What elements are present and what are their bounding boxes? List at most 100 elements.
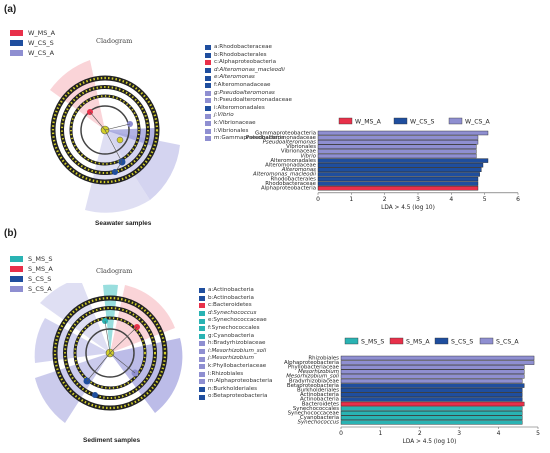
lda-bar [340,415,523,421]
legend-label: S_MS_S [361,339,384,346]
taxa-key-item: b:Actinobacteria [199,295,272,303]
legend-label: S_MS_S [28,255,53,263]
legend-item-w-cs-s: W_CS_S [10,39,54,47]
legend-swatch [10,30,23,36]
tree-branch [114,161,123,173]
cladogram-title: Cladogram [96,37,133,45]
tree-branch [109,326,138,354]
lda-bar [340,397,523,402]
legend-item-s-ms-a: S_MS_A [10,265,53,273]
legend-swatch [10,50,23,56]
taxa-key-item: c:Bacteroidetes [199,302,272,310]
legend-swatch [389,337,404,345]
taxa-key-item: m:Gammaproteobacteria [205,135,292,143]
bar-label: Phyllobacteriaceae [288,365,340,371]
lda-bar [340,383,525,388]
ring-1 [85,328,135,378]
ring-dots-3 [64,307,156,399]
lda-bar [317,163,484,168]
lda-bar [340,401,525,407]
x-tick-label: 2 [383,196,387,203]
legend-label: W_CS_A [465,119,491,126]
taxa-key-item: k:Vibrionaceae [205,120,292,128]
legend-item-s-cs-a: S_CS_A [10,285,52,293]
taxa-key-item: a:Rhodobacteraceae [205,44,292,52]
legend-swatch [10,266,23,272]
lda-bar [317,158,489,163]
taxa-key-item: l:Rhizobiales [199,371,272,379]
legend-label: S_MS_A [28,265,53,273]
legend-item-w-cs-a: W_CS_A [10,49,54,57]
tree-branch [109,352,136,374]
x-tick-label: 5 [483,196,487,203]
legend-label: W_CS_S [28,39,54,47]
taxa-key-item: i:Mesorhizobium_soli [199,348,272,356]
legend-swatch [10,256,23,262]
lda-bar [340,355,535,361]
lda-bar [340,378,523,384]
lda-bar [340,420,523,425]
lda-bar [340,365,525,370]
legend-label: W_CS_A [28,49,55,57]
lda-bar [317,135,479,140]
lda-bar [340,388,523,393]
legend-swatch [10,286,23,292]
bar-label: Synechococcaceae [288,411,340,417]
legend-label: S_CS_A [496,339,519,346]
legend-swatch [10,40,23,46]
taxa-key-item: c:Alphaproteobacteria [205,59,292,67]
bar-label: Vibrionaceae [281,149,317,155]
taxa-key-item: e:Alteromonas [205,74,292,82]
x-tick-label: 6 [516,196,520,203]
taxa-key-item: n:Burkholderiales [199,386,272,394]
clade-sector-actino [35,353,110,423]
legend-item-s-ms-s: S_MS_S [10,255,53,263]
taxa-key-item: h:Bradyrhizobiaceae [199,340,272,348]
x-tick-label: 3 [416,196,420,203]
legend-swatch [10,276,23,282]
lda-bar [340,360,535,365]
legend-swatch [479,337,494,345]
lda-bar [317,167,482,172]
tree-branch [104,123,131,131]
bar-label: Rhizobiales [308,355,339,361]
legend-swatch [338,117,353,125]
x-tick-label: 5 [536,430,540,437]
cladogram-b [34,283,183,423]
legend-swatch [448,117,463,125]
lda-chart-b: S_MS_S S_MS_A S_CS_S S_CS_A RhizobialesAlpha… [284,337,540,445]
taxa-key-item: f:Synechococcales [199,325,272,333]
panel-a-label: (a) [4,4,17,15]
bar-label: Synechococcales [293,406,339,412]
legend-item-s-cs-s: S_CS_S [10,275,51,283]
lda-bar [317,176,479,182]
taxa-key-item: b:Rhodobacterales [205,52,292,60]
legend-swatch [344,337,359,345]
legend-label: S_MS_A [406,339,430,346]
lda-bar [340,392,523,397]
bar-label: Vibrio [300,153,316,159]
tree-branch [89,111,106,131]
taxa-key-item: g:Cyanobacteria [199,333,272,341]
x-tick-label: 3 [457,430,461,437]
lda-bar [340,410,523,416]
bar-label: Mesorhizobium_soli [286,374,339,380]
lda-bar [317,153,477,159]
lda-bar [340,369,525,374]
taxa-key-item: d:Alteromonas_macleodii [205,67,292,75]
x-tick-label: 1 [349,196,353,203]
legend-label: S_CS_S [28,275,52,283]
lda-bar [340,374,525,379]
bar-label: Actinobacteria [300,397,339,403]
bar-label: Mesorhizobium [298,369,339,375]
bar-label: Alphaproteobacteria [261,186,316,192]
bar-label: Vibrionales [286,144,316,150]
cladogram-title: Cladogram [96,267,133,275]
ring-1 [80,105,130,155]
panel-b-label: (b) [4,228,17,239]
taxa-key-item: d:Synechococcus [199,310,272,318]
taxa-key-item: e:Synechococcaceae [199,317,272,325]
x-tick-label: 1 [378,430,382,437]
bar-label: Bacteroidetes [302,401,339,407]
taxa-key-item: g:Pseudoalteromonas [205,90,292,98]
